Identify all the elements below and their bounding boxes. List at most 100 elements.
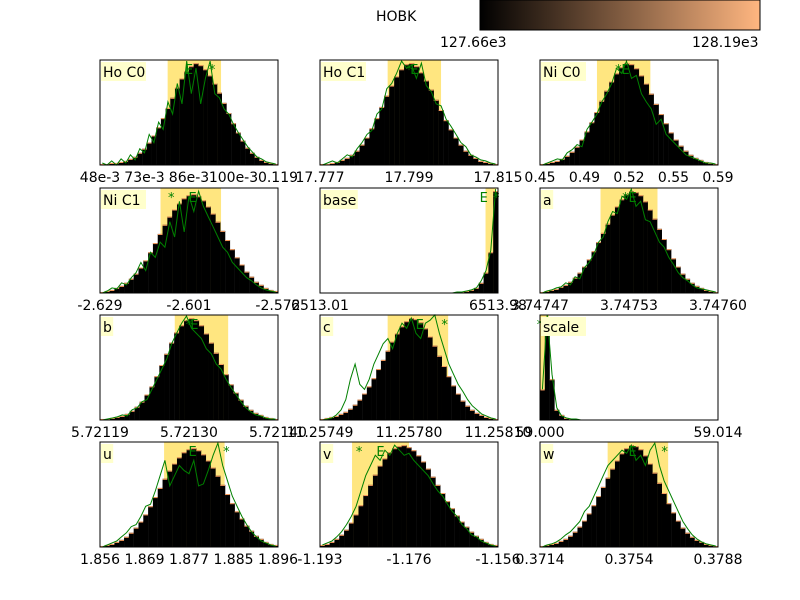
- hist-bar: [658, 114, 664, 165]
- density-line: [322, 444, 496, 547]
- title-bg: [101, 62, 146, 81]
- hist-bar: [399, 69, 405, 165]
- panel-title: u: [103, 447, 112, 463]
- hist-bar: [172, 463, 178, 547]
- hist-bar: [473, 535, 479, 547]
- hist-bar: [577, 272, 583, 293]
- hist-bar: [138, 267, 144, 293]
- hist-bar: [129, 410, 135, 420]
- hist-bar: [594, 112, 600, 165]
- title-bg: [321, 62, 366, 81]
- hist-bar: [455, 393, 461, 420]
- hist-bar: [244, 525, 250, 547]
- panel-title: c: [323, 320, 331, 336]
- hist-bar: [610, 214, 616, 293]
- panel-v: * Ev -1.193 -1.176 -1.156: [297, 441, 521, 568]
- estimate-marker: E: [188, 191, 196, 206]
- hist-bar: [217, 92, 222, 165]
- hist-bar: [668, 132, 674, 165]
- hist-bar: [433, 99, 439, 165]
- hist-bar: [218, 363, 224, 420]
- colorbar-max-label: 128.19e3: [692, 35, 759, 51]
- hist-bar: [258, 414, 264, 420]
- hist-bar: [324, 543, 330, 547]
- hist-bar: [344, 157, 350, 165]
- title-bg: [541, 62, 586, 81]
- hist-bar: [176, 457, 182, 547]
- hist-bar: [201, 454, 207, 547]
- hist-bar: [396, 446, 402, 547]
- hist-bar: [132, 156, 138, 165]
- hist-bar: [559, 158, 565, 165]
- hist-bar: [432, 345, 438, 420]
- hist-bar: [488, 417, 494, 420]
- hist-bar: [181, 198, 187, 293]
- hist-bar: [139, 401, 145, 420]
- hist-bar: [474, 412, 480, 420]
- hist-bar: [643, 201, 648, 293]
- hist-bar: [409, 318, 414, 420]
- panel-title: b: [103, 320, 112, 336]
- hist-bar: [633, 446, 639, 547]
- hist-bar: [473, 157, 479, 165]
- estimate-marker: E: [376, 445, 384, 460]
- hist-bar: [411, 450, 417, 547]
- hist-bar: [689, 282, 695, 293]
- hist-bar: [170, 97, 176, 165]
- hist-bar: [653, 103, 659, 165]
- estimate-marker: E: [621, 63, 629, 78]
- hist-bar: [438, 110, 444, 165]
- hist-bar: [193, 63, 199, 165]
- hist-bar: [329, 162, 336, 165]
- hist-bar: [689, 536, 695, 547]
- title-bg: [101, 444, 114, 463]
- hist-bar: [234, 257, 240, 293]
- hist-bar: [263, 287, 269, 293]
- hist-bar: [638, 195, 644, 293]
- hist-bar: [423, 328, 428, 420]
- hist-bar: [215, 221, 221, 293]
- hist-bar: [119, 539, 125, 547]
- hist-bar: [243, 405, 249, 420]
- panel-base: E * base 6513.01 6513.98: [291, 187, 527, 314]
- hist-bar: [339, 159, 345, 165]
- hist-bar: [558, 540, 564, 547]
- hist-bar: [661, 493, 667, 547]
- best-marker: *: [356, 445, 363, 460]
- ci-band: [485, 188, 497, 293]
- hist-bar: [544, 162, 551, 165]
- hist-bar: [196, 196, 202, 293]
- x-tick-label: 0.45: [524, 170, 555, 186]
- hist-bar: [619, 67, 625, 165]
- hist-bar: [154, 376, 160, 420]
- hist-bar: [586, 513, 592, 547]
- hist-bar: [437, 355, 442, 420]
- hist-bar: [258, 284, 264, 293]
- hist-bar: [596, 496, 602, 547]
- hist-bar: [614, 206, 620, 293]
- hist-bar: [633, 192, 639, 293]
- hist-bar: [172, 209, 178, 293]
- estimate-marker: E: [628, 191, 636, 206]
- hist-bar: [483, 541, 489, 547]
- hist-bar: [198, 325, 205, 420]
- hist-bar: [563, 538, 569, 547]
- hist-bar: [353, 514, 359, 547]
- x-tick-label: 1.856: [80, 552, 120, 568]
- hist-bar: [124, 413, 130, 420]
- hist-bar: [128, 278, 134, 293]
- hist-bar: [226, 113, 232, 165]
- hist-bar: [430, 476, 436, 547]
- hist-bar: [675, 266, 681, 293]
- hist-bar: [181, 452, 187, 547]
- hist-bar: [109, 417, 116, 420]
- hist-bar: [564, 417, 570, 420]
- hist-bar: [549, 543, 555, 547]
- hist-bar: [229, 249, 235, 293]
- hist-bar: [223, 374, 229, 420]
- hist-bar: [143, 260, 149, 293]
- hist-bar: [685, 278, 691, 293]
- panel-title: base: [323, 193, 356, 209]
- hist-bar: [234, 511, 240, 547]
- hist-bar: [184, 320, 190, 420]
